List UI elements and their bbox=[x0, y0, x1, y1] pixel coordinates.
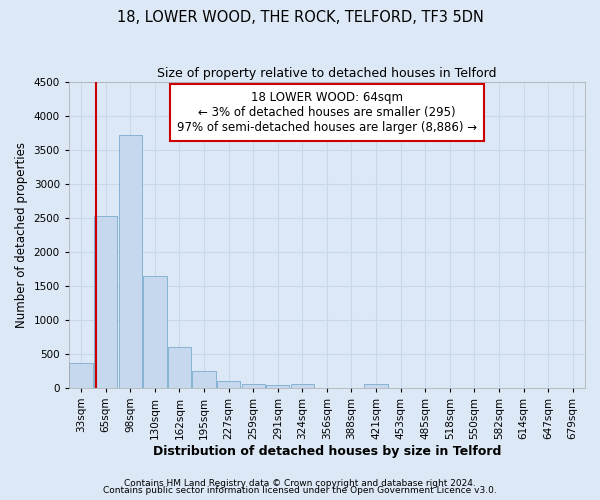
Bar bbox=[242, 384, 265, 388]
Bar bbox=[217, 381, 240, 388]
Text: 18 LOWER WOOD: 64sqm
← 3% of detached houses are smaller (295)
97% of semi-detac: 18 LOWER WOOD: 64sqm ← 3% of detached ho… bbox=[177, 91, 477, 134]
Bar bbox=[70, 362, 93, 388]
Bar bbox=[168, 347, 191, 388]
Bar bbox=[266, 384, 289, 388]
Bar bbox=[94, 216, 118, 388]
Bar bbox=[193, 372, 215, 388]
Y-axis label: Number of detached properties: Number of detached properties bbox=[15, 142, 28, 328]
Bar bbox=[364, 384, 388, 388]
Bar bbox=[119, 134, 142, 388]
Text: 18, LOWER WOOD, THE ROCK, TELFORD, TF3 5DN: 18, LOWER WOOD, THE ROCK, TELFORD, TF3 5… bbox=[116, 10, 484, 25]
Title: Size of property relative to detached houses in Telford: Size of property relative to detached ho… bbox=[157, 68, 497, 80]
Text: Contains HM Land Registry data © Crown copyright and database right 2024.: Contains HM Land Registry data © Crown c… bbox=[124, 478, 476, 488]
Text: Contains public sector information licensed under the Open Government Licence v3: Contains public sector information licen… bbox=[103, 486, 497, 495]
X-axis label: Distribution of detached houses by size in Telford: Distribution of detached houses by size … bbox=[153, 444, 501, 458]
Bar bbox=[290, 384, 314, 388]
Bar bbox=[143, 276, 167, 388]
